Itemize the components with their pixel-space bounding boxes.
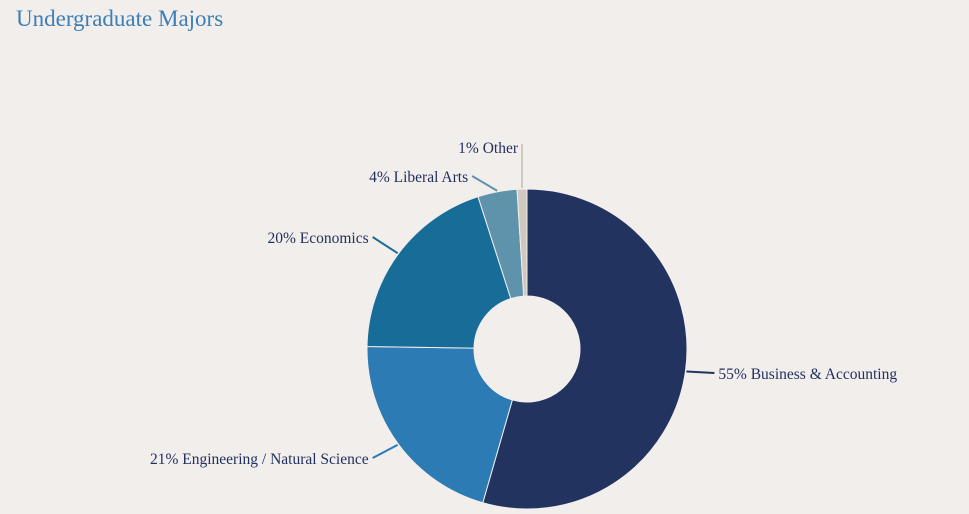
data-label-engineering-natural-science: 21% Engineering / Natural Science <box>150 451 369 468</box>
leader-line-economics <box>372 236 399 254</box>
slice-economics[interactable] <box>366 196 512 349</box>
chart-title: Undergraduate Majors <box>16 6 224 31</box>
data-label-liberal-arts: 4% Liberal Arts <box>369 169 468 186</box>
slice-business-accounting[interactable] <box>482 188 688 510</box>
leader-line-liberal-arts <box>471 175 498 192</box>
data-label-other: 1% Other <box>458 140 519 157</box>
leader-line-business-accounting <box>686 370 715 374</box>
leader-line-engineering-natural-science <box>372 443 399 459</box>
slice-other[interactable] <box>516 188 528 297</box>
data-label-business-accounting: 55% Business & Accounting <box>718 366 897 383</box>
data-label-economics: 20% Economics <box>267 230 368 247</box>
slice-engineering-natural-science[interactable] <box>366 346 513 504</box>
